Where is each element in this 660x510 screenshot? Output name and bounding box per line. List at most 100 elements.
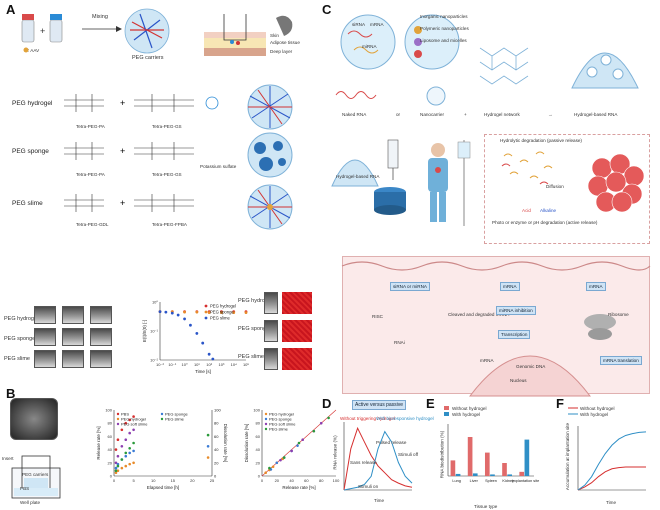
y-tick-label: 80 [108,421,113,426]
y-tick-label: 10⁻² [150,358,159,363]
data-point [132,428,135,432]
data-point [183,317,186,321]
x-axis-label: Elapsed time [h] [147,485,179,490]
legend-marker [264,422,268,426]
photo-hydrogel-2 [62,306,84,324]
data-point [195,310,199,314]
cell-label-ribosome: Ribosome [608,312,629,317]
y-tick-label: 0 [258,474,261,479]
d-annot-stimuli-off: Stimuli off [398,452,419,457]
cell-tag-mirna-inhibition: miRNA inhibition [496,306,536,315]
data-point [120,466,124,470]
y-tick-label: 40 [108,447,113,452]
x-tick-label: 20 [275,478,280,483]
x-tick-label: 10⁵ [243,362,249,367]
x-tick-label: 25 [210,478,215,483]
e-legend-swatches [444,406,449,416]
y-tick-label: 100 [253,408,260,413]
naked-item-sirna: siRNA [352,22,366,27]
legend-entry: PEG sponge [165,412,188,417]
degradation-active-label: Photo or enzyme or pH degradation (activ… [492,220,598,225]
legend-marker [116,412,120,416]
x-tick-label: 10² [206,362,212,367]
naked-item-mrna: mRNA [370,22,384,27]
hydrogel-rna-label: Hydrogel-based RNA [336,174,380,179]
ribosome-shape [584,314,616,340]
micro-label-hydrogel: PEG hydrogel [238,298,273,304]
data-point [232,311,236,315]
f-legend-with: With hydrogel [580,412,609,417]
row-slime-left: Tetra-PEG-GDL [76,222,109,227]
cell-tag-translation: mRNA translation [600,356,642,365]
data-point [206,456,210,459]
cell-tag-mrna-right: mRNA [586,282,606,291]
data-point [124,421,128,425]
chart-d-release [343,422,413,491]
legend-marker [116,422,120,426]
top-label-nanocarrier: Nanocarrier [420,112,444,117]
data-point [211,357,215,361]
data-point [124,438,128,441]
data-point [244,311,248,315]
pbs-label: PBS [20,486,30,491]
data-point [207,311,211,315]
d-ylabel: RNA release (%) [332,435,338,470]
data-point [290,449,293,453]
chart-b-dissolution: 0 20 40 60 80 100 0 20 40 60 80 100 Release rate [%]… [244,408,340,491]
e-xlabel: Tissue type [474,504,498,509]
data-point [128,446,131,450]
legend-marker [204,316,208,320]
series-line [343,430,413,491]
data-point [312,429,316,433]
data-point [114,466,118,470]
d-annot-stimuli-on: Stimuli on [358,484,379,489]
nano-item-polymeric: Polymeric nanoparticles [420,26,469,31]
bar [502,463,507,476]
adipose-label: Adipose tissue [270,40,300,45]
micro-red-sponge [282,320,312,342]
legend-marker [264,417,268,421]
row-hydrogel-left: Tetra-PEG-PA [76,124,105,129]
legend-marker [160,412,164,416]
top-label-or: or [396,112,401,117]
slime-network-sphere [247,184,293,230]
vials-illustration: + [21,14,63,53]
nucleus-shape [468,355,592,397]
bar [467,437,473,476]
row-sponge-extra: Potassium sulfate [200,164,237,169]
skin-label: Skin [270,33,279,38]
x-tick-label: 10⁰ [182,362,188,367]
degradation-passive-label: Hydrolytic degradation (passive release) [500,138,582,143]
category-label: Spleen [485,479,497,483]
f-ylabel: Accumulation at implantation site [565,422,571,491]
y2-tick-label: 40 [214,447,219,452]
nano-item-liposome: Liposome and micelles [420,38,467,43]
y2-axis-label: Dissolution rate [%] [223,424,228,463]
svg-text:+: + [120,98,125,108]
photo-slime-2 [62,350,84,368]
panel-b-letter: B [6,386,16,401]
y-tick-label: 60 [256,434,261,439]
y-tick-label: 20 [256,460,261,465]
data-point [183,310,186,314]
legend-entry: PEG hydrogel [121,417,146,422]
y-tick-label: 10⁰ [152,300,158,305]
legend-entry: PEG soft slime [269,422,296,427]
e-ylabel: RNA biodistribution (%) [439,430,445,479]
x-tick-label: 10⁴ [231,362,237,367]
data-point [275,461,279,465]
f-xlabel: Time [606,500,617,505]
data-point [296,444,299,447]
alkaline-label: Alkaline [540,208,557,213]
b-peg-carriers-label: PEG carriers [22,472,49,477]
panel-c-letter: C [322,2,332,17]
insert-diagram [11,455,61,499]
x-tick-label: 40 [289,478,294,483]
naked-rna-strand [335,91,377,99]
micro-label-slime: PEG slime [238,354,264,360]
diffusion-label: Diffusion [546,184,564,189]
x-tick-label: 5 [132,478,135,483]
photo-slime-3 [90,350,112,368]
micro-vial-slime [264,348,278,370]
data-point [124,464,128,468]
